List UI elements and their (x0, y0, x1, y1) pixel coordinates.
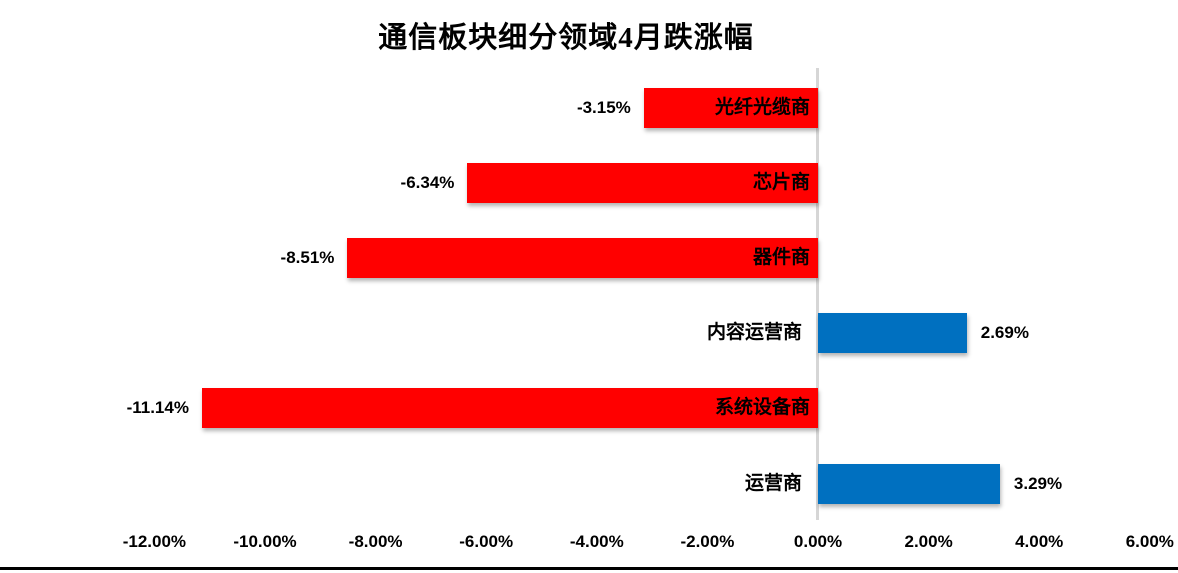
bar-category-label: 光纤光缆商 (714, 96, 810, 118)
bar-value-label: -8.51% (280, 248, 335, 267)
bar-value-label: 3.29% (1013, 473, 1063, 493)
x-axis-tick-label: -12.00% (122, 532, 187, 551)
bar-category-label: 芯片商 (752, 171, 810, 193)
x-axis-tick-label: 6.00% (1125, 532, 1174, 551)
x-axis-tick-label: -10.00% (233, 532, 297, 551)
x-axis-tick-label: -6.00% (459, 532, 514, 551)
bar-value-label: -6.34% (400, 172, 455, 192)
bar-value-label: -3.15% (576, 97, 631, 117)
bar-value-label: -11.14% (126, 398, 189, 418)
bar-positive (818, 463, 1000, 504)
bar-category-label: 内容运营商 (706, 322, 802, 344)
bar-negative (201, 388, 818, 429)
x-axis-tick-label: -4.00% (569, 532, 624, 551)
bar-category-label: 系统设备商 (714, 397, 810, 419)
bar-category-label: 运营商 (744, 472, 802, 494)
bar-value-label: 2.69% (980, 323, 1029, 343)
x-axis-tick-label: -8.00% (348, 532, 403, 551)
zero-axis-line (816, 68, 819, 520)
bar-negative (467, 162, 818, 203)
chart-bottom-border (0, 567, 1178, 570)
bar-positive (818, 313, 967, 354)
bar-negative (643, 87, 818, 128)
x-axis-tick-label: 2.00% (904, 532, 953, 551)
x-axis-tick-label: 0.00% (793, 532, 843, 551)
x-axis-tick-label: -2.00% (680, 532, 735, 551)
bar-negative (347, 238, 818, 278)
chart-title: 通信板块细分领域4月跌涨幅 (378, 22, 754, 54)
bar-category-label: 器件商 (752, 247, 810, 268)
x-axis-tick-label: 4.00% (1015, 532, 1064, 551)
